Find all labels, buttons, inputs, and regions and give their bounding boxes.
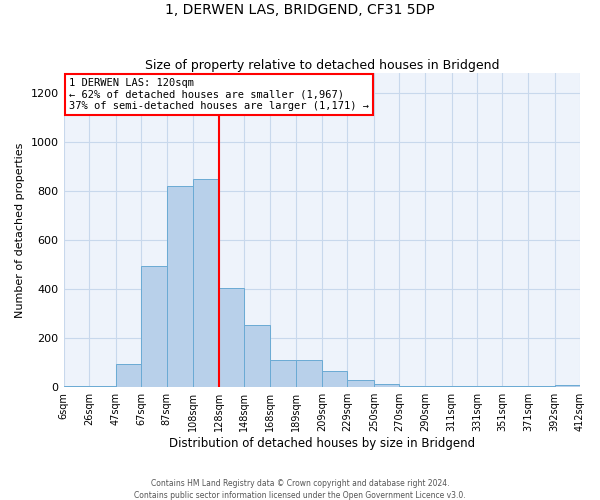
Text: Contains HM Land Registry data © Crown copyright and database right 2024.
Contai: Contains HM Land Registry data © Crown c… <box>134 478 466 500</box>
Text: 1 DERWEN LAS: 120sqm
← 62% of detached houses are smaller (1,967)
37% of semi-de: 1 DERWEN LAS: 120sqm ← 62% of detached h… <box>69 78 369 111</box>
Bar <box>89 386 116 387</box>
Bar <box>219 288 244 387</box>
Bar <box>452 386 477 387</box>
Bar <box>528 386 554 387</box>
Bar <box>347 380 374 387</box>
Bar <box>141 266 167 387</box>
Bar <box>322 372 347 387</box>
Bar <box>374 384 400 387</box>
Bar <box>554 385 580 387</box>
Bar <box>193 178 219 387</box>
Bar <box>64 386 89 387</box>
Bar <box>116 364 141 387</box>
Bar <box>425 386 452 387</box>
Bar <box>244 324 269 387</box>
Bar <box>477 386 502 387</box>
Text: 1, DERWEN LAS, BRIDGEND, CF31 5DP: 1, DERWEN LAS, BRIDGEND, CF31 5DP <box>165 2 435 16</box>
X-axis label: Distribution of detached houses by size in Bridgend: Distribution of detached houses by size … <box>169 437 475 450</box>
Bar <box>296 360 322 387</box>
Y-axis label: Number of detached properties: Number of detached properties <box>15 142 25 318</box>
Title: Size of property relative to detached houses in Bridgend: Size of property relative to detached ho… <box>145 59 499 72</box>
Bar <box>400 386 425 387</box>
Bar <box>167 186 193 387</box>
Bar <box>269 360 296 387</box>
Bar <box>502 386 528 387</box>
